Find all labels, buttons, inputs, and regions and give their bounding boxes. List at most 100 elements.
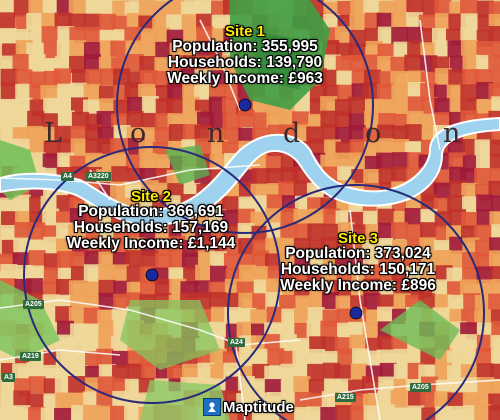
census-area	[182, 41, 200, 59]
census-area	[224, 307, 242, 325]
census-area	[363, 0, 381, 16]
site-3-marker	[349, 306, 363, 320]
census-area	[141, 362, 159, 380]
census-area	[167, 83, 185, 101]
census-area	[183, 28, 201, 46]
census-area	[43, 42, 61, 60]
census-area	[362, 376, 380, 394]
census-area	[460, 279, 478, 297]
census-area	[377, 26, 395, 44]
census-area	[490, 309, 500, 327]
census-area	[491, 40, 500, 58]
census-area	[489, 237, 500, 255]
census-area	[194, 124, 212, 142]
census-area	[379, 98, 397, 116]
road-shield: A3220	[86, 172, 111, 181]
census-area	[377, 335, 395, 353]
census-area	[110, 237, 128, 255]
census-area	[377, 208, 395, 226]
site-2-label: Site 2 Population: 366,691 Households: 1…	[67, 189, 236, 252]
census-area	[266, 168, 284, 186]
census-area	[69, 251, 87, 269]
census-area	[264, 379, 282, 397]
census-area	[0, 12, 16, 30]
census-area	[54, 377, 72, 395]
census-area	[138, 139, 156, 157]
census-area	[127, 363, 145, 381]
census-area	[57, 110, 75, 128]
census-area	[461, 211, 479, 229]
census-area	[406, 26, 424, 44]
census-area	[43, 236, 61, 254]
census-area	[15, 69, 33, 87]
census-area	[111, 166, 129, 184]
census-area	[475, 348, 493, 366]
census-area	[421, 407, 439, 420]
census-area	[363, 278, 381, 296]
census-area	[404, 124, 422, 142]
census-area	[433, 182, 451, 200]
census-area	[15, 97, 33, 115]
census-area	[307, 363, 325, 381]
census-area	[138, 0, 156, 18]
census-area	[363, 293, 381, 311]
census-area	[489, 250, 500, 268]
census-area	[390, 70, 408, 88]
census-area	[41, 12, 59, 30]
place-name-letter: n	[443, 118, 461, 149]
census-area	[309, 138, 327, 156]
census-area	[250, 309, 268, 327]
census-area	[278, 237, 296, 255]
site-households: Households: 157,169	[73, 219, 229, 237]
census-area	[83, 391, 101, 409]
census-area	[0, 264, 18, 282]
census-area	[488, 293, 500, 311]
census-area	[110, 40, 128, 58]
census-area	[236, 321, 254, 339]
census-area	[43, 253, 61, 271]
census-area	[309, 250, 327, 268]
census-area	[393, 363, 411, 381]
census-area	[84, 250, 102, 268]
census-area	[28, 250, 46, 268]
census-area	[40, 126, 58, 144]
census-area	[154, 279, 172, 297]
census-area	[223, 362, 241, 380]
census-area	[320, 110, 338, 128]
census-area	[14, 222, 32, 240]
census-area	[237, 222, 255, 240]
census-area	[126, 110, 144, 128]
census-area	[434, 0, 452, 17]
census-area	[181, 252, 199, 270]
census-area	[320, 406, 338, 420]
census-area	[26, 362, 44, 380]
site-1-marker	[238, 98, 252, 112]
census-area	[363, 210, 381, 228]
census-area	[348, 379, 366, 397]
census-area	[0, 405, 17, 420]
census-area	[337, 222, 355, 240]
census-area	[251, 250, 269, 268]
census-area	[42, 153, 60, 171]
site-3-label: Site 3 Population: 373,024 Households: 1…	[280, 231, 436, 294]
census-area	[391, 125, 409, 143]
census-area	[447, 281, 465, 299]
census-area	[237, 110, 255, 128]
census-area	[279, 350, 297, 368]
census-area	[252, 293, 270, 311]
census-area	[491, 224, 500, 242]
census-area	[461, 196, 479, 214]
census-area	[348, 96, 366, 114]
census-area	[68, 224, 86, 242]
census-area	[70, 266, 88, 284]
census-area	[126, 265, 144, 283]
census-area	[125, 40, 143, 58]
census-area	[378, 376, 396, 394]
census-area	[42, 208, 60, 226]
site-1-radius-ring	[116, 0, 374, 234]
census-area	[490, 334, 500, 352]
census-area	[69, 55, 87, 73]
site-markers	[145, 98, 363, 320]
census-area	[224, 126, 242, 144]
